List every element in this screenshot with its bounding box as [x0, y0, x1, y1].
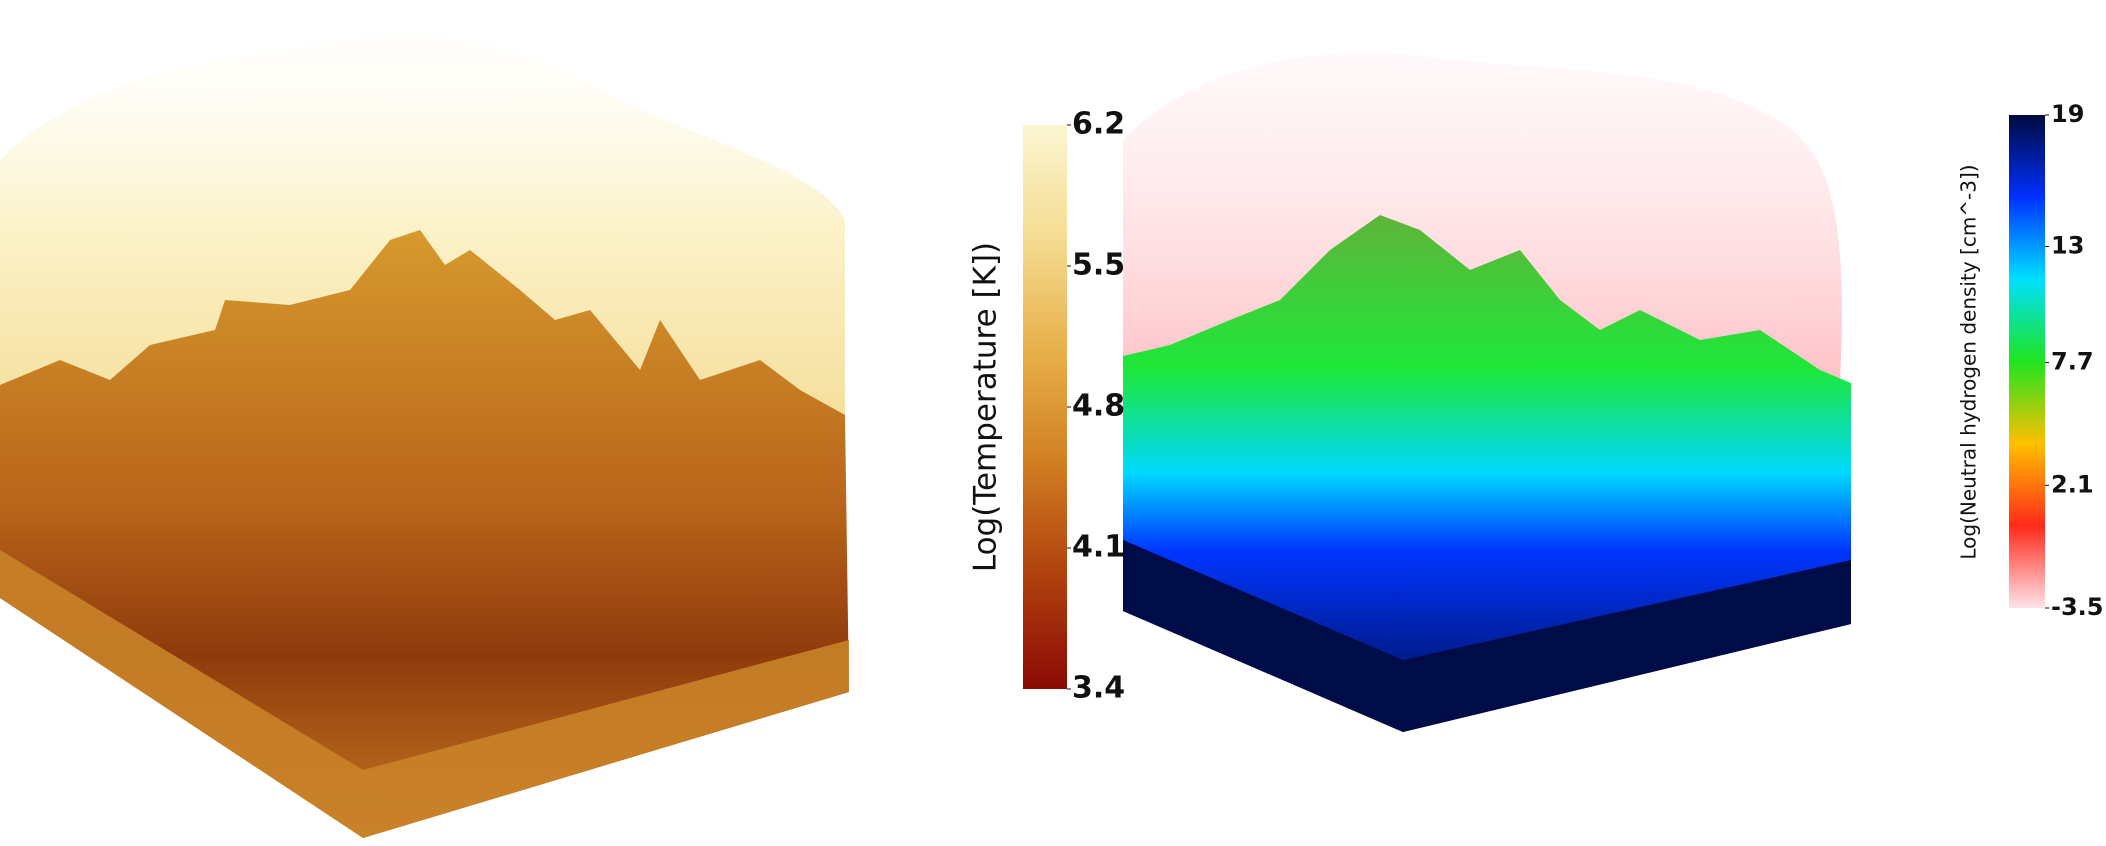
colorbar-tick-label: 2.1	[2051, 470, 2094, 498]
temperature-colorbar: Log(Temperature [K]) 6.2 5.5 4.8 4.1 3.4	[968, 107, 1126, 706]
colorbar-tick-label: 4.1	[1072, 530, 1125, 565]
colorbar-tick-label: 7.7	[2051, 348, 2094, 376]
colorbar-label: Log(Temperature [K])	[968, 242, 1004, 572]
colorbar-label: Log(Neutral hydrogen density [cm^-3])	[1957, 164, 1981, 559]
density-render	[1123, 53, 1851, 732]
colorbar-tick-label: 13	[2051, 231, 2084, 259]
figure: Log(Temperature [K]) 6.2 5.5 4.8 4.1 3.4 Log…	[0, 0, 2106, 842]
colorbar-tick-label: 4.8	[1072, 389, 1125, 424]
colorbar-tick-label: 5.5	[1072, 248, 1125, 283]
colorbar-tick-label: -3.5	[2051, 593, 2103, 621]
colorbar-gradient	[1023, 125, 1067, 689]
temperature-render	[0, 32, 849, 838]
colorbar-tick-label: 19	[2051, 100, 2084, 128]
colorbar-tick-label: 6.2	[1072, 107, 1125, 142]
density-colorbar: Log(Neutral hydrogen density [cm^-3]) 19…	[1957, 100, 2104, 621]
colorbar-gradient	[2009, 115, 2045, 608]
colorbar-tick-label: 3.4	[1072, 671, 1125, 706]
